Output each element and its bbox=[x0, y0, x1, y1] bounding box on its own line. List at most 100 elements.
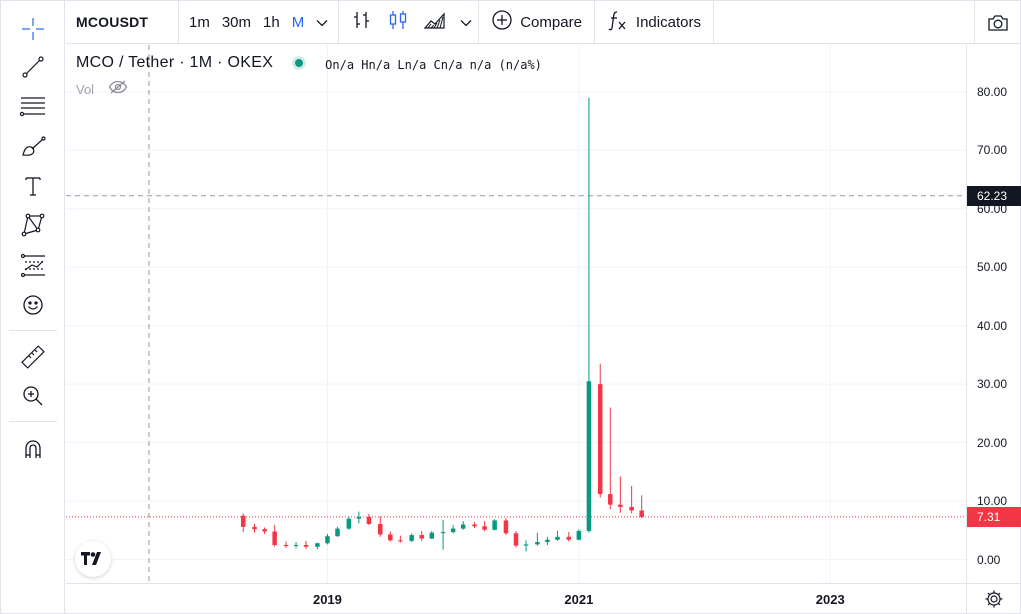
grid-lines bbox=[66, 45, 966, 583]
crosshair-icon[interactable] bbox=[1, 10, 65, 48]
candle[interactable] bbox=[335, 526, 340, 537]
interval-1h[interactable]: 1h bbox=[263, 13, 280, 31]
trend-line-icon[interactable] bbox=[1, 48, 65, 86]
toolbar-divider bbox=[593, 0, 595, 44]
candle-body bbox=[639, 510, 644, 517]
candle[interactable] bbox=[325, 533, 330, 545]
candle[interactable] bbox=[566, 532, 572, 542]
candle[interactable] bbox=[460, 521, 466, 530]
chevron-down-icon[interactable] bbox=[454, 14, 478, 31]
candle[interactable] bbox=[388, 531, 393, 542]
candle[interactable] bbox=[535, 532, 540, 546]
candle[interactable] bbox=[545, 536, 550, 545]
magnet-icon[interactable] bbox=[1, 431, 65, 469]
price-tick-label: 50.00 bbox=[977, 260, 1008, 275]
time-tick-label: 2023 bbox=[815, 592, 845, 607]
candle[interactable] bbox=[472, 522, 477, 529]
candle[interactable] bbox=[303, 540, 309, 550]
area-chart-icon[interactable] bbox=[416, 9, 454, 35]
candle[interactable] bbox=[523, 540, 529, 552]
candle[interactable] bbox=[283, 541, 289, 548]
time-tick-label: 2021 bbox=[564, 592, 594, 607]
candle-body bbox=[523, 544, 529, 546]
forecast-icon[interactable] bbox=[1, 246, 65, 284]
brush-icon[interactable] bbox=[1, 128, 65, 166]
price-tick-label: 80.00 bbox=[977, 84, 1008, 99]
candle[interactable] bbox=[576, 529, 582, 541]
candle[interactable] bbox=[272, 525, 277, 547]
indicators-button[interactable]: Indicators bbox=[595, 1, 713, 44]
legend-title[interactable]: MCO / Tether · 1M · OKEX bbox=[76, 54, 274, 71]
camera-icon[interactable] bbox=[974, 1, 1020, 44]
candle-body bbox=[629, 506, 634, 511]
candle[interactable] bbox=[492, 519, 497, 531]
text-icon[interactable] bbox=[1, 167, 65, 205]
candle-body bbox=[240, 515, 246, 527]
candle-body bbox=[503, 520, 509, 534]
candle[interactable] bbox=[513, 530, 519, 548]
candle[interactable] bbox=[555, 530, 560, 541]
candle[interactable] bbox=[503, 518, 509, 536]
candle[interactable] bbox=[639, 495, 644, 519]
chart-pane[interactable] bbox=[66, 45, 966, 583]
candle[interactable] bbox=[346, 516, 352, 530]
candle-body bbox=[272, 531, 277, 545]
candle-body bbox=[398, 540, 403, 542]
top-toolbar: MCOUSDT 1m 30m 1h M Compare bbox=[66, 0, 1020, 44]
interval-month[interactable]: M bbox=[291, 13, 305, 31]
candle[interactable] bbox=[398, 535, 403, 543]
candle[interactable] bbox=[440, 519, 446, 550]
candle[interactable] bbox=[608, 407, 613, 510]
chart-legend: MCO / Tether · 1M · OKEX On/a Hn/a Ln/a … bbox=[76, 52, 542, 74]
zoom-in-icon[interactable] bbox=[1, 377, 65, 415]
candle-body bbox=[356, 516, 362, 519]
candles-icon[interactable] bbox=[380, 9, 416, 35]
candle[interactable] bbox=[409, 533, 414, 543]
candle-body bbox=[535, 542, 540, 545]
interval-group: 1m 30m 1h M bbox=[179, 1, 338, 44]
candle[interactable] bbox=[377, 516, 383, 537]
interval-30m[interactable]: 30m bbox=[221, 13, 252, 31]
candle[interactable] bbox=[293, 542, 299, 549]
candle-body bbox=[366, 516, 372, 524]
candle[interactable] bbox=[597, 363, 603, 498]
eye-hidden-icon[interactable] bbox=[108, 79, 128, 100]
candle[interactable] bbox=[419, 530, 424, 541]
drawing-toolbar bbox=[1, 1, 65, 613]
candle[interactable] bbox=[629, 485, 634, 514]
candle[interactable] bbox=[252, 523, 257, 533]
candle[interactable] bbox=[366, 513, 372, 526]
ruler-icon[interactable] bbox=[1, 338, 65, 376]
candle-body bbox=[576, 530, 582, 540]
chevron-down-icon[interactable] bbox=[310, 14, 334, 31]
tradingview-logo[interactable] bbox=[75, 541, 111, 577]
candle-body bbox=[618, 504, 623, 507]
candle[interactable] bbox=[262, 527, 267, 534]
compare-button[interactable]: Compare bbox=[479, 1, 594, 44]
gear-icon[interactable] bbox=[966, 583, 1020, 613]
interval-1m[interactable]: 1m bbox=[189, 13, 210, 31]
symbol-search[interactable]: MCOUSDT bbox=[76, 14, 149, 30]
emoji-icon[interactable] bbox=[1, 286, 65, 324]
candle[interactable] bbox=[586, 97, 592, 533]
price-chart[interactable] bbox=[66, 45, 966, 583]
candle[interactable] bbox=[429, 530, 435, 540]
volume-label[interactable]: Vol bbox=[76, 81, 95, 97]
price-scale[interactable]: 80.00 70.00 60.00 50.00 40.00 30.00 20.00 10.00… bbox=[966, 45, 1021, 583]
candle[interactable] bbox=[240, 513, 246, 533]
compare-label: Compare bbox=[520, 13, 582, 31]
candle[interactable] bbox=[450, 525, 456, 534]
candle-body bbox=[419, 535, 424, 539]
candle[interactable] bbox=[356, 511, 362, 524]
time-scale[interactable]: 2019 2021 2023 bbox=[66, 583, 966, 613]
candle-body bbox=[315, 543, 320, 547]
bar-chart-icon[interactable] bbox=[344, 9, 380, 35]
chart-type-group bbox=[339, 1, 478, 44]
market-status-dot[interactable] bbox=[295, 59, 304, 67]
horizontal-lines-icon[interactable] bbox=[1, 87, 65, 125]
chart-overlays bbox=[66, 45, 966, 583]
candle[interactable] bbox=[482, 521, 487, 531]
candle[interactable] bbox=[618, 476, 623, 513]
pattern-icon[interactable] bbox=[1, 206, 65, 244]
candle[interactable] bbox=[315, 542, 320, 550]
